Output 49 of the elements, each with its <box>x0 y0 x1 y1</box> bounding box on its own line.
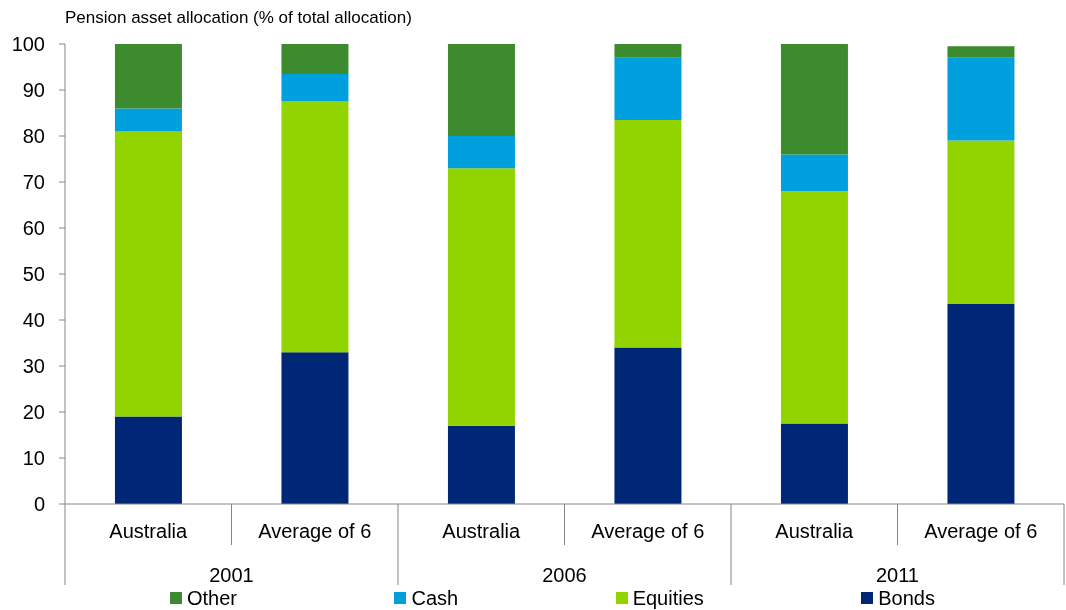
x-tick-label: Australia <box>109 520 189 542</box>
bar <box>947 303 1015 504</box>
x-tick-label: Average of 6 <box>591 520 705 542</box>
y-tick-label: 40 <box>22 309 45 332</box>
bar <box>281 73 349 102</box>
bar <box>614 44 682 58</box>
x-tick-label: Australia <box>775 520 855 542</box>
y-tick-label: 10 <box>22 447 45 470</box>
y-tick-label: 50 <box>22 263 45 286</box>
x-tick-label: Australia <box>442 520 522 542</box>
bar <box>114 44 182 109</box>
bar <box>281 352 349 504</box>
y-tick-label: 20 <box>22 401 45 424</box>
bar <box>947 46 1015 58</box>
bar <box>614 347 682 504</box>
bar <box>947 140 1015 304</box>
y-tick-label: 90 <box>22 79 45 102</box>
bar <box>614 119 682 348</box>
bar <box>114 416 182 504</box>
x-tick-label: Average of 6 <box>924 520 1038 542</box>
bar <box>947 57 1015 141</box>
legend-label: Bonds <box>878 586 935 610</box>
text: 2011 <box>875 564 920 586</box>
x-tick-label: Average of 6 <box>258 520 372 542</box>
bar <box>447 168 515 426</box>
bar <box>114 108 182 132</box>
legend-label: Cash <box>411 586 459 610</box>
bar <box>114 131 182 417</box>
bar <box>447 425 515 504</box>
bar <box>780 191 848 424</box>
bar <box>780 423 848 504</box>
bar <box>447 44 515 136</box>
y-tick-label: 60 <box>22 217 45 240</box>
bar <box>614 57 682 120</box>
text: 2001 <box>209 564 254 586</box>
y-tick-label: 100 <box>11 33 45 56</box>
bar <box>447 136 515 169</box>
legend-label: Equities <box>632 586 704 610</box>
legend-label: Other <box>187 586 238 610</box>
y-axis-title: Pension asset allocation (% of total allocation) <box>65 8 412 28</box>
y-tick-label: 0 <box>33 493 45 516</box>
bar <box>780 154 848 192</box>
bar <box>281 44 349 74</box>
bar <box>780 44 848 155</box>
y-tick-label: 80 <box>22 125 45 148</box>
text: 2006 <box>542 564 587 586</box>
bar <box>281 101 349 353</box>
y-tick-label: 30 <box>22 355 45 378</box>
y-tick-label: 70 <box>22 171 45 194</box>
